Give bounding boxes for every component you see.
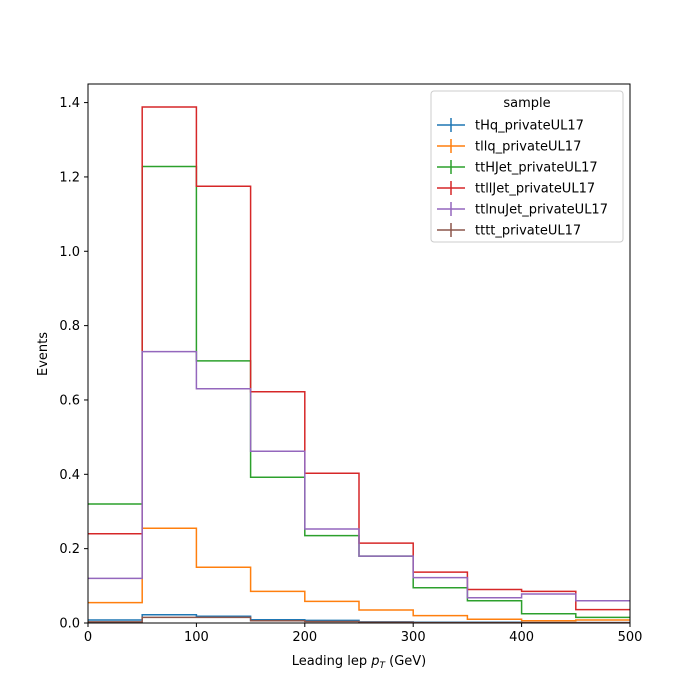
legend-label: tHq_privateUL17 xyxy=(475,119,584,134)
y-tick-label: 0.6 xyxy=(59,393,80,408)
x-tick-label: 200 xyxy=(292,630,317,645)
legend-item: ttlnuJet_privateUL17 xyxy=(437,202,608,218)
x-tick-label: 0 xyxy=(84,630,92,645)
legend-item: tllq_privateUL17 xyxy=(437,139,581,155)
x-tick-label: 100 xyxy=(184,630,209,645)
legend-label: tttt_privateUL17 xyxy=(475,224,581,239)
y-tick-label: 0.2 xyxy=(59,542,80,557)
legend-label: ttHJet_privateUL17 xyxy=(475,161,598,176)
x-tick-label: 500 xyxy=(618,630,643,645)
series-line-4 xyxy=(88,350,630,602)
legend-label: ttllJet_privateUL17 xyxy=(475,182,595,197)
legend-item: tttt_privateUL17 xyxy=(437,223,581,239)
y-axis-ticks: 0.0 0.2 0.4 0.6 0.8 1.0 1.2 1.4 xyxy=(59,96,88,632)
y-tick-label: 1.4 xyxy=(59,96,80,111)
legend-items: tHq_privateUL17 tllq_privateUL17 ttHJet_pr… xyxy=(437,118,608,239)
x-tick-label: 400 xyxy=(509,630,534,645)
legend-label: tllq_privateUL17 xyxy=(475,140,581,155)
x-axis-label: Leading lep pT (GeV) xyxy=(292,654,426,671)
x-tick-label: 300 xyxy=(401,630,426,645)
y-axis-label: Events xyxy=(36,332,51,376)
series-line-1 xyxy=(88,527,630,622)
y-tick-label: 0.4 xyxy=(59,468,80,483)
legend-box xyxy=(430,90,624,243)
series-line-3 xyxy=(88,106,630,611)
legend: sample tHq_privateUL17 tllq_privateUL17tt… xyxy=(430,90,624,243)
plot-area-frame xyxy=(87,83,631,624)
y-tick-label: 0.8 xyxy=(59,319,80,334)
legend-item: ttHJet_privateUL17 xyxy=(437,160,598,176)
legend-item: tHq_privateUL17 xyxy=(437,118,584,134)
y-tick-label: 0.0 xyxy=(59,617,80,632)
y-tick-label: 1.0 xyxy=(59,245,80,260)
y-tick-label: 1.2 xyxy=(59,170,80,185)
x-axis-ticks: 0 100 200 300 400 500 xyxy=(84,623,643,645)
legend-label: ttlnuJet_privateUL17 xyxy=(475,203,608,218)
legend-item: ttllJet_privateUL17 xyxy=(437,181,595,197)
legend-title: sample xyxy=(503,96,550,111)
